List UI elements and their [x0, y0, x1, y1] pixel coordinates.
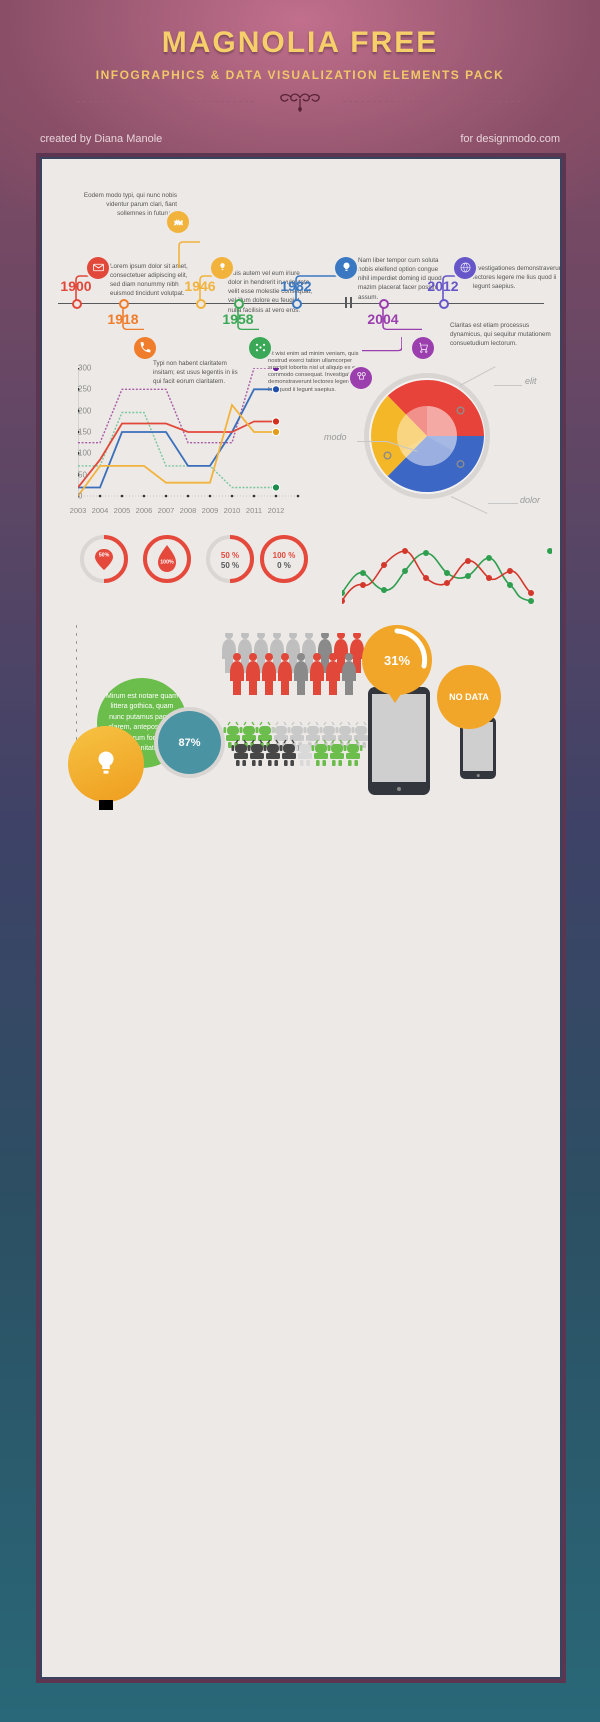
svg-text:100%: 100%: [160, 560, 174, 566]
svg-text:50%: 50%: [99, 553, 110, 559]
